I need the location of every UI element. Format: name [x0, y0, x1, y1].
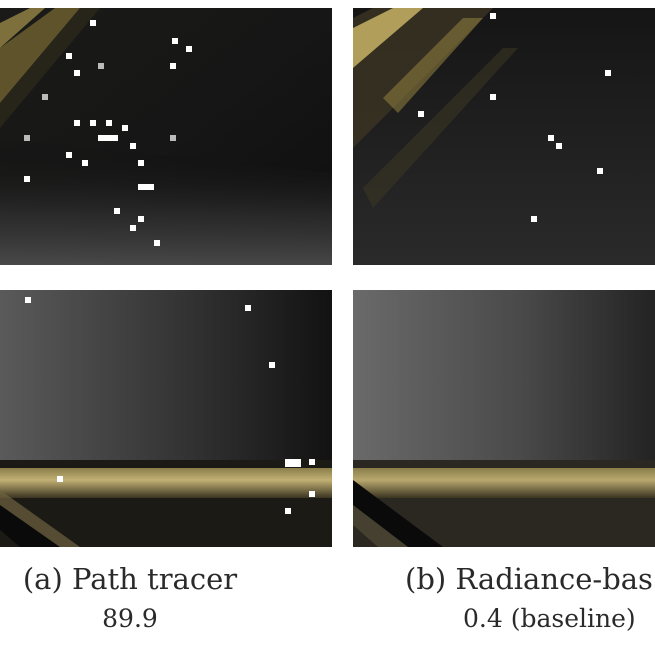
caption-a-title: (a) Path tracer: [22, 562, 238, 596]
firefly-dots-c: [25, 297, 315, 514]
render-a-top: [0, 8, 332, 265]
firefly-dots-b: [418, 13, 611, 222]
render-b-top: [353, 8, 655, 265]
firefly-dots: [24, 20, 192, 246]
render-a-bottom: [0, 290, 332, 547]
render-b-bottom: [353, 290, 655, 547]
caption-a: (a) Path tracer 89.9: [0, 562, 260, 634]
panel-b-bottom: [353, 290, 655, 547]
caption-b-value: 0.4 (baseline): [463, 604, 636, 633]
panel-b-top: [353, 8, 655, 265]
panel-a-bottom: [0, 290, 332, 547]
caption-b-title: (b) Radiance-bas: [405, 562, 653, 596]
panel-a-top: [0, 8, 332, 265]
caption-a-value: 89.9: [102, 604, 158, 633]
caption-b: (b) Radiance-bas 0.4 (baseline): [405, 562, 655, 634]
